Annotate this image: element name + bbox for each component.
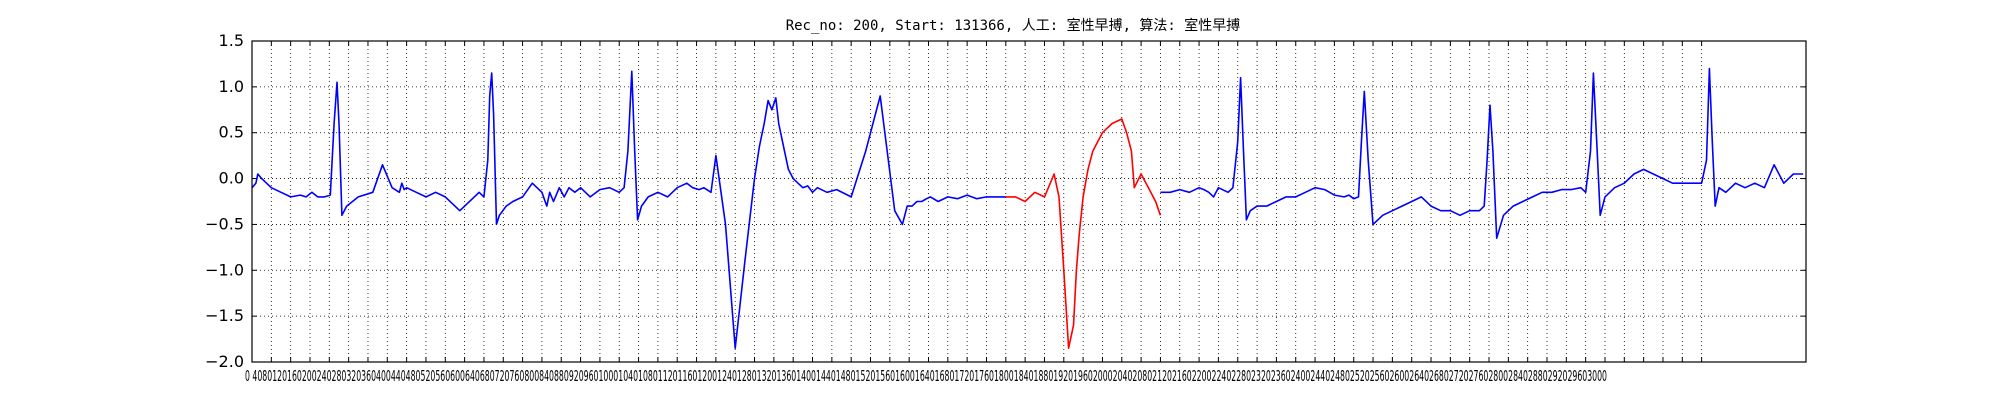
- y-tick-label: 1.0: [219, 77, 244, 96]
- x-axis-tick-labels: 0 40801201602002402803203604004404805205…: [245, 367, 1607, 385]
- y-tick-label: −1.0: [205, 260, 244, 279]
- plot-frame: [251, 40, 1807, 363]
- ecg-series-line-2: [1005, 118, 1162, 350]
- y-tick-label: 1.5: [219, 31, 244, 50]
- series-layer: [251, 67, 1804, 350]
- grid-lines: [251, 40, 1806, 363]
- ecg-series-line-1: [251, 70, 1006, 350]
- y-tick-label: −1.5: [205, 306, 244, 325]
- ecg-series-line-3: [1160, 67, 1804, 239]
- x-axis: [251, 41, 1703, 362]
- y-axis: −2.0 −1.5 −1.0 −0.5 0.0 0.5 1.0 1.5: [205, 31, 1806, 371]
- y-tick-label: −2.0: [205, 352, 244, 371]
- y-tick-label: −0.5: [205, 214, 244, 233]
- chart-title: Rec_no: 200, Start: 131366, 人工: 室性早搏, 算法…: [786, 17, 1241, 34]
- y-tick-label: 0.0: [219, 169, 244, 188]
- y-tick-label: 0.5: [219, 123, 244, 142]
